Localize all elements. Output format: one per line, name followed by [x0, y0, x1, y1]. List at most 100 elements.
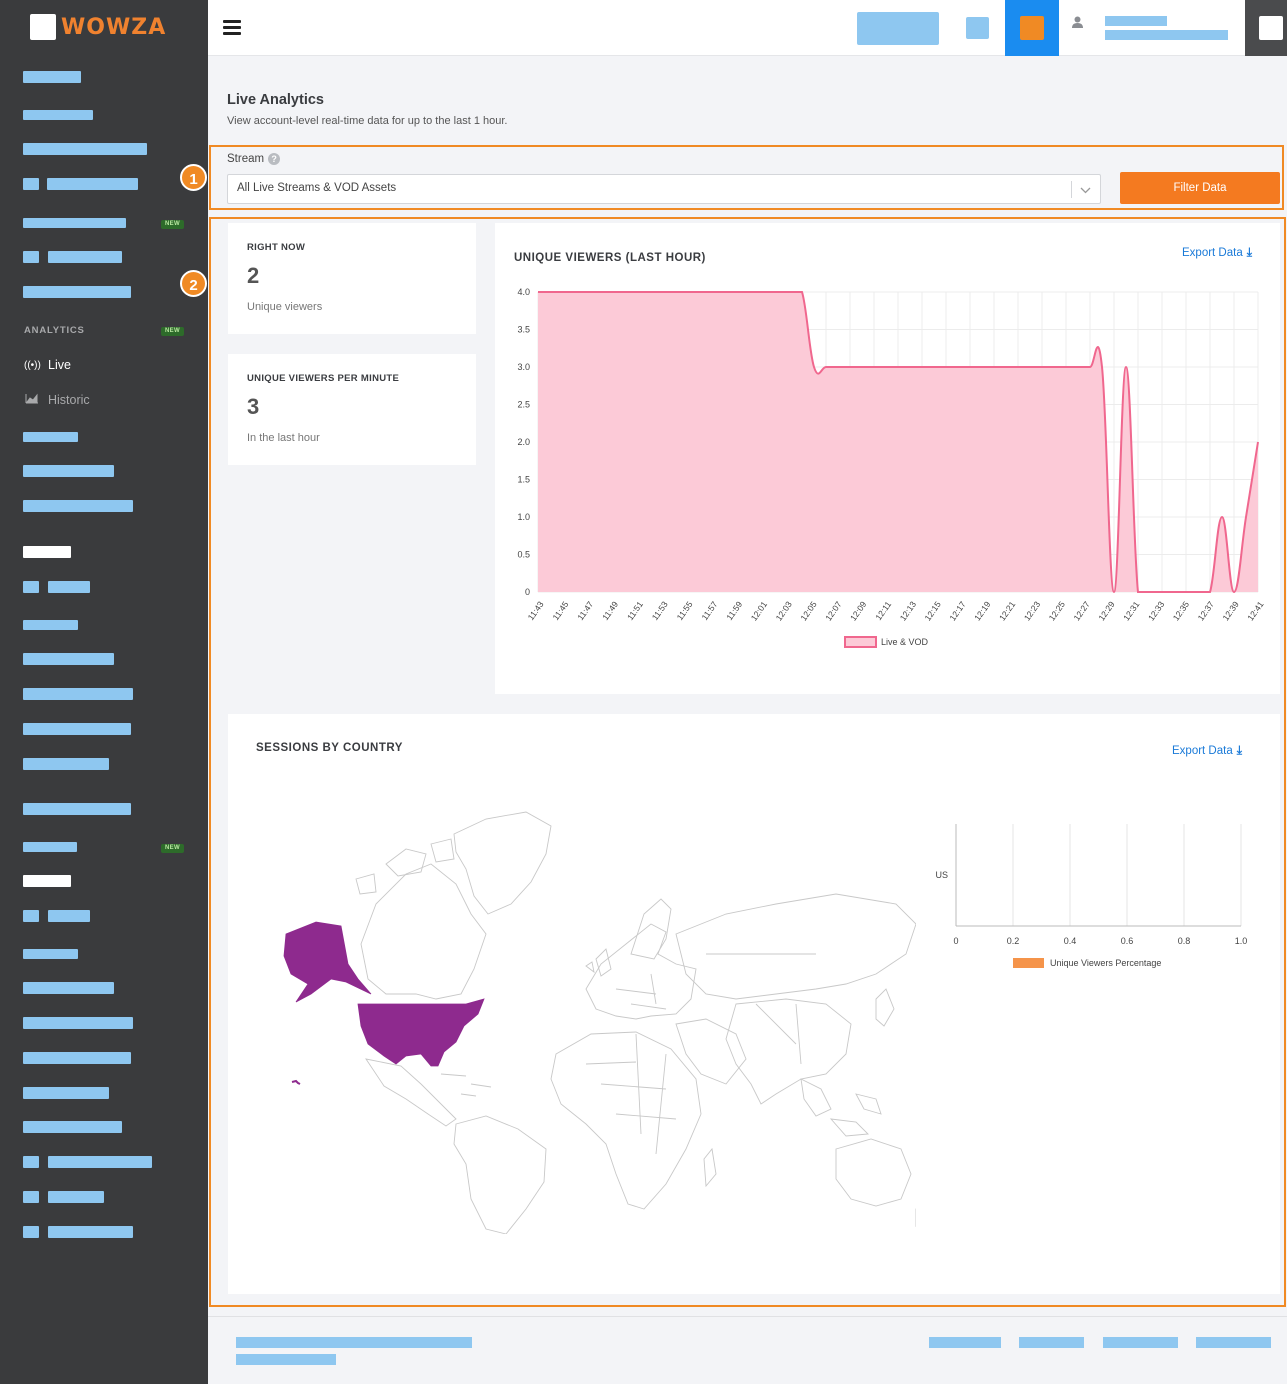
- map-arctic-islands: [355, 838, 455, 895]
- x-tick-label: 12:07: [823, 599, 844, 622]
- sidebar-nav-item[interactable]: [23, 723, 131, 735]
- sidebar-nav-item[interactable]: [23, 71, 81, 83]
- user-email[interactable]: [1105, 30, 1228, 40]
- brand-name: WOWZA: [61, 14, 167, 40]
- chevron-down-icon[interactable]: [1080, 181, 1091, 202]
- x-tick-label: 0.4: [1064, 936, 1077, 946]
- sidebar-nav-item[interactable]: [23, 1087, 109, 1099]
- footer-link[interactable]: [1103, 1337, 1178, 1348]
- stat-title: UNIQUE VIEWERS PER MINUTE: [247, 373, 400, 384]
- sidebar-nav-item[interactable]: [23, 982, 114, 994]
- stat-subtitle: Unique viewers: [247, 301, 323, 313]
- stat-card-per-minute: UNIQUE VIEWERS PER MINUTE 3 In the last …: [228, 354, 476, 465]
- sidebar-nav-item[interactable]: [48, 910, 90, 922]
- map-country-alaska: [283, 921, 372, 1003]
- sidebar-nav-item[interactable]: [23, 432, 78, 442]
- area-chart-icon: [24, 393, 40, 407]
- map-uk: [585, 948, 612, 977]
- x-tick-label: 12:21: [997, 599, 1018, 622]
- sidebar-section-heading: [23, 546, 71, 558]
- x-tick-label: 12:05: [798, 599, 819, 622]
- sidebar-item-label: Live: [48, 358, 71, 372]
- help-icon[interactable]: ?: [268, 153, 281, 165]
- x-tick-label: 12:41: [1245, 599, 1266, 622]
- sidebar-item-live[interactable]: ((•)) Live: [24, 358, 71, 372]
- y-tick-label: 4.0: [517, 287, 530, 297]
- menu-icon[interactable]: [223, 20, 241, 35]
- x-tick-label: 12:39: [1220, 599, 1241, 622]
- map-australia: [835, 1138, 912, 1207]
- y-tick-label: 3.5: [517, 325, 530, 335]
- map-borders: [585, 953, 816, 1155]
- sidebar-nav-item[interactable]: [23, 949, 78, 959]
- sidebar-nav-item[interactable]: [23, 286, 131, 298]
- topbar-icon-button[interactable]: [966, 17, 989, 39]
- stream-filter-section: Stream ? All Live Streams & VOD Assets F…: [209, 145, 1284, 210]
- sidebar-nav-item[interactable]: [48, 251, 122, 263]
- sidebar-nav-item[interactable]: [23, 803, 131, 815]
- sidebar-nav-item[interactable]: [23, 110, 93, 120]
- user-name[interactable]: [1105, 16, 1167, 26]
- footer-link[interactable]: [1196, 1337, 1271, 1348]
- sidebar-nav-item[interactable]: [23, 1052, 131, 1064]
- account-icon: [1259, 16, 1283, 40]
- sidebar-nav-item[interactable]: [23, 1121, 122, 1133]
- sidebar-item-icon: [23, 178, 39, 190]
- export-data-link[interactable]: Export Data ⤓: [1172, 743, 1243, 757]
- x-tick-label: 12:31: [1121, 599, 1142, 622]
- x-tick-label: 12:35: [1171, 599, 1192, 622]
- sidebar-nav-item[interactable]: [23, 1017, 133, 1029]
- sidebar-item-icon: [23, 910, 39, 922]
- topbar-active-tab[interactable]: [1005, 0, 1059, 56]
- x-tick-label: 11:49: [600, 599, 620, 622]
- sidebar-nav-item[interactable]: [47, 178, 138, 190]
- x-tick-label: 0.2: [1007, 936, 1020, 946]
- sidebar-nav-item[interactable]: [48, 581, 90, 593]
- brand-logo[interactable]: WOWZA: [30, 14, 166, 40]
- x-tick-label: 12:27: [1071, 599, 1092, 622]
- world-map[interactable]: [256, 804, 916, 1234]
- map-russia-asia: [675, 893, 916, 1000]
- sidebar-nav-item[interactable]: [23, 500, 133, 512]
- topbar-account-button[interactable]: [1245, 0, 1287, 56]
- y-tick-label: US: [935, 870, 948, 880]
- stat-card-right-now: RIGHT NOW 2 Unique viewers: [228, 223, 476, 334]
- unique-viewers-chart: 0 0.5 1.0 1.5 2.0 2.5 3.0 3.5 4.0 11:43 11:45 11:47…: [517, 287, 1266, 648]
- sidebar-nav-item[interactable]: [23, 688, 133, 700]
- footer-link[interactable]: [1019, 1337, 1084, 1348]
- sidebar-nav-item[interactable]: [23, 758, 109, 770]
- x-tick-label: 0.8: [1178, 936, 1191, 946]
- sidebar-nav-item[interactable]: [23, 218, 126, 228]
- y-tick-label: 1.5: [517, 475, 530, 485]
- legend-swatch: [844, 636, 877, 648]
- sidebar-item-historic[interactable]: Historic: [24, 393, 90, 407]
- x-tick-label: 12:01: [749, 599, 770, 622]
- sidebar-nav-item[interactable]: [23, 620, 78, 630]
- sidebar-nav-item[interactable]: [23, 465, 114, 477]
- sidebar-nav-item[interactable]: [48, 1156, 152, 1168]
- sidebar-nav-item[interactable]: [23, 653, 114, 665]
- chart-legend[interactable]: Live & VOD: [844, 636, 929, 648]
- filter-data-button[interactable]: Filter Data: [1120, 172, 1280, 204]
- map-madagascar: [703, 1147, 717, 1188]
- legend-label: Live & VOD: [881, 637, 929, 647]
- sidebar-item-icon: [23, 251, 39, 263]
- x-tick-label: 11:55: [675, 599, 695, 622]
- sidebar-nav-item[interactable]: [23, 143, 147, 155]
- export-data-link[interactable]: Export Data ⤓: [1182, 245, 1253, 259]
- sidebar-nav-item[interactable]: [48, 1226, 133, 1238]
- sidebar-nav-item[interactable]: [23, 842, 77, 852]
- x-tick-label: 12:25: [1047, 599, 1068, 622]
- sidebar-nav-item[interactable]: [48, 1191, 104, 1203]
- x-tick-label: 11:51: [625, 599, 645, 622]
- x-tick-label: 11:59: [724, 599, 744, 622]
- topbar-action-button[interactable]: [857, 12, 939, 45]
- x-tick-label: 0: [953, 936, 958, 946]
- map-europe: [585, 923, 697, 1020]
- footer-link[interactable]: [929, 1337, 1001, 1348]
- x-tick-label: 12:33: [1146, 599, 1167, 622]
- stream-select[interactable]: All Live Streams & VOD Assets: [227, 174, 1101, 204]
- chart-legend[interactable]: Unique Viewers Percentage: [1013, 958, 1161, 968]
- sessions-by-country-card: SESSIONS BY COUNTRY Export Data ⤓: [228, 714, 1280, 1294]
- unique-viewers-card: UNIQUE VIEWERS (LAST HOUR) Export Data ⤓ …: [495, 223, 1280, 694]
